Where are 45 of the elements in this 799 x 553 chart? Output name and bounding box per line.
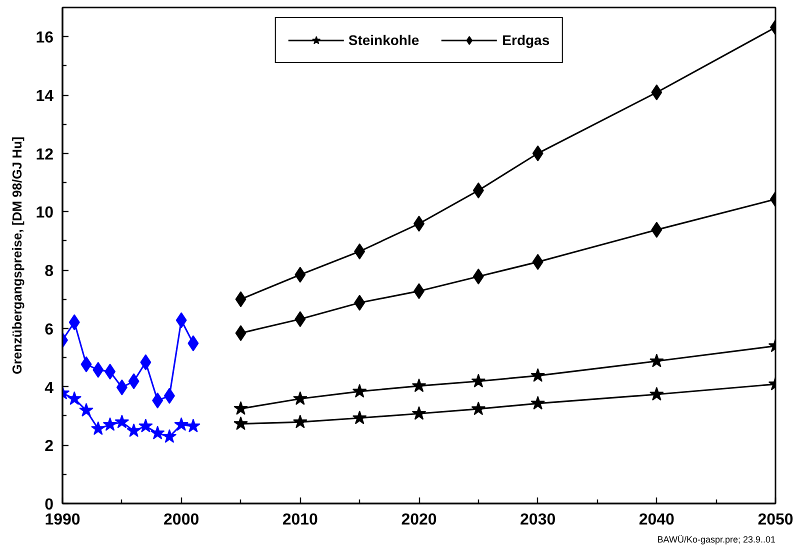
y-tick-label: 8: [44, 263, 54, 280]
x-tick-label: 2030: [520, 512, 556, 528]
point: [79, 402, 94, 417]
y-tick-label: 0: [44, 496, 54, 514]
legend-label: Erdgas: [502, 32, 550, 48]
point: [530, 396, 545, 410]
point: [186, 418, 200, 432]
point: [412, 406, 426, 420]
y-tick-label: 16: [36, 30, 54, 47]
point: [471, 374, 486, 388]
point: [352, 384, 367, 398]
x-tick-label: 2050: [758, 512, 794, 528]
x-tick-label: 2040: [638, 512, 675, 528]
point: [174, 417, 188, 431]
point: [114, 414, 130, 428]
point: [126, 423, 141, 438]
y-tick-label: 14: [36, 88, 54, 106]
x-tick-label: 1990: [44, 512, 80, 528]
point: [138, 418, 153, 432]
x-tick-label: 2010: [282, 512, 318, 528]
point: [293, 391, 308, 405]
y-tick-label: 2: [44, 438, 54, 456]
y-axis-title: Grenzübergangspreise, [DM 98/GJ Hu]: [10, 136, 25, 374]
point: [530, 368, 545, 382]
point: [162, 429, 177, 443]
point: [102, 417, 118, 431]
text: BAWÜ/Ko-gaspr.pre; 23.9..01: [657, 534, 776, 544]
point: [352, 410, 367, 424]
x-tick-label: 2000: [164, 512, 200, 528]
point: [471, 401, 486, 416]
point: [150, 426, 165, 440]
y-tick-label: 10: [36, 204, 54, 222]
point: [412, 378, 426, 392]
point: [67, 391, 82, 405]
y-tick-label: 6: [44, 321, 54, 338]
point: [234, 416, 248, 430]
point: [293, 414, 308, 428]
point: [90, 421, 106, 435]
point: [234, 401, 248, 415]
legend-label: Steinkohle: [348, 32, 420, 48]
point: [650, 386, 664, 401]
x-tick-label: 2020: [401, 512, 437, 528]
point: [650, 354, 664, 368]
y-tick-label: 12: [36, 146, 54, 164]
y-tick-label: 4: [44, 380, 54, 397]
